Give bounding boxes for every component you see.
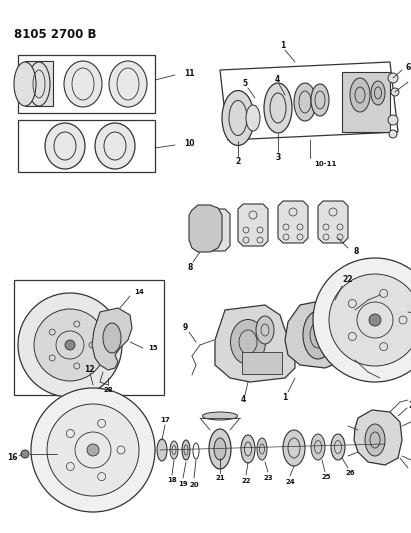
Circle shape bbox=[34, 309, 106, 381]
Ellipse shape bbox=[350, 78, 370, 112]
Ellipse shape bbox=[257, 438, 267, 460]
Circle shape bbox=[21, 450, 29, 458]
Ellipse shape bbox=[45, 123, 85, 169]
Text: 2: 2 bbox=[236, 157, 240, 166]
Polygon shape bbox=[285, 300, 358, 368]
Ellipse shape bbox=[209, 429, 231, 469]
Circle shape bbox=[31, 388, 155, 512]
Text: 22: 22 bbox=[241, 478, 251, 484]
Text: 28: 28 bbox=[103, 387, 113, 393]
Ellipse shape bbox=[28, 62, 50, 106]
Text: 3: 3 bbox=[275, 154, 281, 163]
Polygon shape bbox=[92, 308, 132, 370]
Bar bbox=[18, 120, 155, 172]
Ellipse shape bbox=[103, 323, 121, 353]
Text: 18: 18 bbox=[167, 477, 177, 483]
Ellipse shape bbox=[231, 319, 266, 365]
Ellipse shape bbox=[371, 81, 385, 105]
Text: 11: 11 bbox=[184, 69, 194, 78]
Ellipse shape bbox=[109, 61, 147, 107]
Ellipse shape bbox=[246, 105, 260, 131]
Text: 8105 2700 B: 8105 2700 B bbox=[14, 28, 97, 41]
Circle shape bbox=[65, 340, 75, 350]
Circle shape bbox=[388, 73, 398, 83]
Text: 24: 24 bbox=[285, 479, 295, 485]
Bar bbox=[242, 352, 282, 374]
Text: 26: 26 bbox=[345, 470, 355, 476]
Circle shape bbox=[389, 130, 397, 138]
Text: 9: 9 bbox=[182, 324, 188, 333]
Ellipse shape bbox=[311, 434, 325, 460]
Bar bbox=[14, 280, 164, 395]
Circle shape bbox=[391, 88, 399, 96]
Polygon shape bbox=[318, 201, 348, 243]
Text: 25: 25 bbox=[321, 474, 331, 480]
Text: 15: 15 bbox=[148, 345, 158, 351]
Text: 4: 4 bbox=[240, 395, 246, 405]
Circle shape bbox=[388, 115, 398, 125]
Polygon shape bbox=[200, 209, 230, 251]
Text: 20: 20 bbox=[189, 482, 199, 488]
Ellipse shape bbox=[214, 438, 226, 460]
Polygon shape bbox=[278, 201, 308, 243]
Polygon shape bbox=[354, 410, 402, 465]
Ellipse shape bbox=[95, 123, 135, 169]
Text: 1: 1 bbox=[280, 42, 286, 51]
Ellipse shape bbox=[170, 441, 178, 459]
Text: 4: 4 bbox=[275, 76, 279, 85]
Ellipse shape bbox=[365, 424, 385, 456]
Text: 14: 14 bbox=[134, 289, 144, 295]
Text: 27: 27 bbox=[408, 401, 411, 410]
Text: 5: 5 bbox=[242, 79, 247, 88]
Ellipse shape bbox=[64, 61, 102, 107]
Polygon shape bbox=[215, 305, 295, 382]
Text: 16: 16 bbox=[7, 454, 18, 463]
Circle shape bbox=[369, 314, 381, 326]
Bar bbox=[18, 55, 155, 113]
Text: 17: 17 bbox=[160, 417, 170, 423]
Circle shape bbox=[18, 293, 122, 397]
Ellipse shape bbox=[182, 440, 190, 460]
Text: 10-11: 10-11 bbox=[314, 161, 336, 167]
Bar bbox=[342, 72, 390, 132]
Ellipse shape bbox=[303, 311, 333, 359]
Ellipse shape bbox=[157, 439, 167, 461]
Text: 6: 6 bbox=[406, 62, 411, 71]
Text: 21: 21 bbox=[215, 475, 225, 481]
Ellipse shape bbox=[241, 435, 255, 463]
Ellipse shape bbox=[331, 434, 345, 460]
Text: 10: 10 bbox=[184, 139, 194, 148]
Ellipse shape bbox=[256, 316, 274, 344]
Ellipse shape bbox=[294, 83, 316, 121]
Bar bbox=[25, 61, 53, 106]
Circle shape bbox=[47, 404, 139, 496]
Text: 23: 23 bbox=[263, 475, 273, 481]
Circle shape bbox=[329, 274, 411, 366]
Circle shape bbox=[313, 258, 411, 382]
Polygon shape bbox=[238, 204, 268, 246]
Ellipse shape bbox=[283, 430, 305, 466]
Ellipse shape bbox=[14, 62, 36, 106]
Text: 22: 22 bbox=[342, 276, 353, 285]
Text: 8: 8 bbox=[353, 247, 358, 256]
Ellipse shape bbox=[222, 91, 254, 146]
Ellipse shape bbox=[264, 83, 292, 133]
Polygon shape bbox=[189, 205, 222, 252]
Text: 19: 19 bbox=[178, 481, 188, 487]
Ellipse shape bbox=[203, 412, 238, 420]
Ellipse shape bbox=[311, 84, 329, 116]
Text: 1: 1 bbox=[282, 393, 288, 402]
Text: 12: 12 bbox=[84, 365, 94, 374]
Circle shape bbox=[87, 444, 99, 456]
Text: 8: 8 bbox=[187, 263, 193, 272]
